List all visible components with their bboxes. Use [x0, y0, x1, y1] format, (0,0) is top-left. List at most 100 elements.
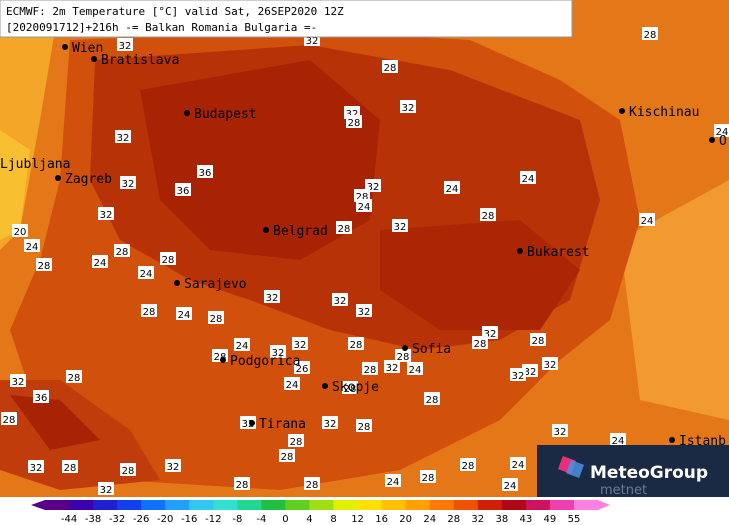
city-name: Podgorica: [230, 354, 300, 369]
warm-zone: [620, 180, 729, 420]
city-name: Belgrad: [273, 224, 328, 239]
colorbar-label: -20: [157, 514, 173, 525]
contour-label-box: [530, 333, 546, 346]
contour-label-box: [294, 361, 310, 374]
contour-label-box: [115, 130, 131, 143]
contour-label-box: [356, 199, 372, 212]
contour-label-box: [270, 345, 286, 358]
contour-label: 28: [290, 437, 303, 448]
contour-label: 24: [358, 202, 371, 213]
colorbar-segment: [69, 500, 94, 510]
contour-label-box: [542, 357, 558, 370]
contour-label: 24: [512, 460, 525, 471]
colorbar-end: [598, 500, 610, 510]
contour-label-box: [510, 457, 526, 470]
contour-label: 32: [242, 419, 255, 430]
contour-label: 32: [512, 371, 525, 382]
colorbar-segment: [285, 500, 310, 510]
colorbar-segment: [93, 500, 118, 510]
contour-label: 32: [272, 348, 285, 359]
contour-label-box: [480, 208, 496, 221]
colorbar-segment: [501, 500, 527, 510]
colorbar-end: [31, 500, 45, 510]
contour-label: 28: [348, 118, 361, 129]
colorbar-segment: [45, 500, 70, 510]
contour-label-box: [66, 370, 82, 383]
contour-label-box: [342, 381, 358, 394]
contour-label-box: [98, 207, 114, 220]
contour-label: 32: [346, 109, 359, 120]
contour-label-box: [348, 337, 364, 350]
city-name: Bratislava: [101, 53, 179, 68]
contour-label-box: [552, 424, 568, 437]
city-name: Wien: [72, 41, 103, 56]
contour-label: 24: [94, 258, 107, 269]
contour-label: 24: [716, 127, 729, 138]
warm-zone: [0, 130, 30, 240]
colorbar-label: -32: [109, 514, 125, 525]
colorbar-segment: [453, 500, 479, 510]
contour-label: 28: [644, 30, 657, 41]
contour-label: 32: [334, 296, 347, 307]
contour-label: 32: [266, 293, 279, 304]
colorbar-label: 8: [330, 514, 336, 525]
contour-label: 32: [294, 340, 307, 351]
contour-label: 32: [484, 329, 497, 340]
contour-label: 28: [306, 480, 319, 491]
contour-label-box: [520, 171, 536, 184]
colorbar-label: -4: [256, 514, 266, 525]
colorbar-label: -26: [133, 514, 149, 525]
contour-label: 24: [641, 216, 654, 227]
colorbar-label: 32: [471, 514, 484, 525]
contour-label-box: [365, 179, 381, 192]
contour-label-box: [234, 477, 250, 490]
city-dot: [263, 227, 269, 233]
contour-label-box: [165, 459, 181, 472]
contour-label-box: [208, 311, 224, 324]
contour-label: 28: [532, 336, 545, 347]
contour-label-box: [120, 463, 136, 476]
contour-label: 32: [100, 210, 113, 221]
contour-label: 28: [162, 255, 175, 266]
contour-label-box: [284, 377, 300, 390]
contour-label: 32: [367, 182, 380, 193]
contour-label-box: [322, 416, 338, 429]
colorbar-label: 0: [282, 514, 288, 525]
contour-label-box: [160, 252, 176, 265]
contour-label: 32: [100, 485, 113, 496]
contour-label: 28: [344, 384, 357, 395]
contour-label-box: [288, 434, 304, 447]
contour-label-box: [12, 224, 28, 237]
contour-label: 28: [358, 422, 371, 433]
header-line: [2020091712]+216h -= Balkan Romania Bulg…: [6, 21, 317, 34]
contour-label: 28: [482, 211, 495, 222]
colorbar-label: 38: [495, 514, 508, 525]
contour-label-box: [62, 460, 78, 473]
contour-label: 32: [386, 363, 399, 374]
hottest-zone: [380, 220, 580, 330]
contour-label: 32: [12, 377, 25, 388]
header-line: ECMWF: 2m Temperature [°C] valid Sat, 26…: [6, 5, 344, 18]
contour-label: 36: [199, 168, 212, 179]
contour-label-box: [279, 449, 295, 462]
colorbar-label: -38: [85, 514, 101, 525]
colorbar-label: -44: [61, 514, 77, 525]
contour-label: 24: [612, 436, 625, 447]
contour-label: 28: [474, 339, 487, 350]
contour-label-box: [460, 458, 476, 471]
colorbar-segment: [525, 500, 551, 510]
contour-label: 32: [394, 222, 407, 233]
hottest-zone: [10, 395, 100, 450]
colorbar-segment: [429, 500, 455, 510]
city-dot: [402, 345, 408, 351]
city-name: O: [719, 134, 727, 149]
city-dot: [62, 44, 68, 50]
contour-label: 28: [384, 63, 397, 74]
contour-label-box: [356, 304, 372, 317]
colorbar-label: 28: [447, 514, 460, 525]
colorbar-label: -16: [181, 514, 197, 525]
contour-label: 28: [338, 224, 351, 235]
contour-label-box: [141, 304, 157, 317]
contour-label: 36: [177, 186, 190, 197]
city-dot: [619, 108, 625, 114]
